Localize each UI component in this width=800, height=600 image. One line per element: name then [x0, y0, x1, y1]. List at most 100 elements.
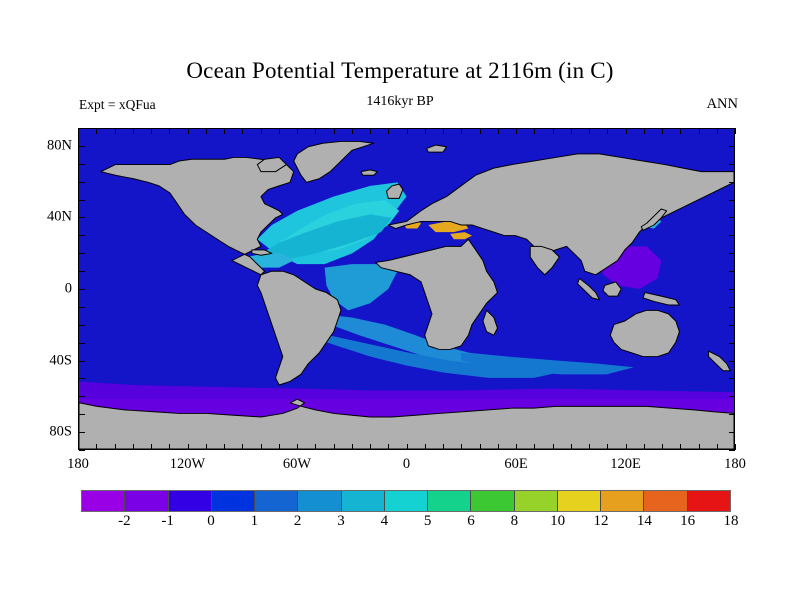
y-tick-right: [729, 146, 735, 147]
landmass-greenland: [293, 140, 375, 183]
landmass-africa: [375, 238, 498, 350]
tropical-atlantic-mid: [324, 264, 398, 311]
colorbar-tick-label: 18: [723, 513, 739, 529]
colorbar-cell: [341, 491, 385, 511]
y-tick-left: [79, 128, 85, 129]
y-tick-right: [729, 450, 735, 451]
x-tick-bottom: [133, 444, 134, 450]
colorbar-cell: [384, 491, 429, 511]
y-tick-left: [79, 217, 85, 218]
colorbar-cell: [255, 491, 299, 511]
y-tick-right: [729, 432, 735, 433]
colorbar-tick-label: 1: [250, 513, 259, 529]
x-tick-top: [626, 128, 627, 134]
x-tick-label: 120E: [610, 456, 641, 472]
colorbar-cell: [471, 491, 515, 511]
y-tick-left: [79, 414, 85, 415]
x-tick-bottom: [370, 444, 371, 450]
x-tick-bottom: [480, 444, 481, 450]
colorbar-tick-label: 12: [593, 513, 609, 529]
y-tick-label: 80S: [49, 423, 72, 440]
colorbar-cell: [601, 491, 645, 511]
x-tick-top: [261, 128, 262, 134]
indian-south-warm: [461, 353, 634, 375]
landmass-borneo: [602, 281, 622, 297]
landmass-madagascar: [482, 309, 498, 336]
x-tick-top: [224, 128, 225, 134]
gulf-stream-cyan: [260, 214, 392, 261]
x-tick-bottom: [699, 444, 700, 450]
colorbar-tick-label: 3: [337, 513, 345, 529]
x-tick-top: [662, 128, 663, 134]
x-tick-top: [498, 128, 499, 134]
landmass-new-zealand: [708, 350, 731, 372]
x-tick-top: [297, 128, 298, 134]
x-tick-bottom: [388, 444, 389, 450]
x-tick-label: 120W: [169, 456, 206, 472]
y-tick-left: [79, 164, 85, 165]
x-tick-top: [96, 128, 97, 134]
landmass-north-america: [100, 156, 295, 276]
y-tick-left: [79, 325, 85, 326]
x-tick-bottom: [407, 444, 408, 450]
y-tick-right: [729, 307, 735, 308]
y-tick-left: [79, 432, 85, 433]
x-tick-bottom: [115, 444, 116, 450]
colorbar[interactable]: [81, 490, 731, 512]
mediterranean-warm-3: [450, 232, 472, 240]
colorbar-tick-label: 10: [550, 513, 566, 529]
colorbar-cell: [82, 491, 126, 511]
figure-subtitle: 1416kyr BP: [366, 94, 434, 109]
x-tick-top: [370, 128, 371, 134]
y-tick-left: [79, 182, 85, 183]
y-tick-right: [729, 325, 735, 326]
y-tick-left: [79, 307, 85, 308]
page-title: Ocean Potential Temperature at 2116m (in…: [186, 58, 614, 83]
x-tick-label: 180: [67, 456, 89, 472]
south-atlantic-tongue-2: [311, 331, 567, 378]
x-tick-bottom: [151, 444, 152, 450]
x-tick-top: [352, 128, 353, 134]
colorbar-tick-label: -1: [161, 513, 174, 529]
x-tick-top: [680, 128, 681, 134]
world-map-svg: [79, 129, 734, 449]
x-tick-label: 0: [402, 456, 411, 472]
landmass-japan: [640, 208, 668, 231]
x-tick-bottom: [315, 444, 316, 450]
x-tick-top: [480, 128, 481, 134]
y-tick-label: 0: [64, 280, 72, 297]
y-tick-right: [729, 378, 735, 379]
landmass-new-guinea: [642, 292, 680, 306]
x-tick-bottom: [78, 444, 79, 450]
y-tick-left: [79, 146, 85, 147]
y-tick-right: [729, 253, 735, 254]
colorbar-cell: [687, 491, 730, 511]
colorbar-tick-label: 16: [680, 513, 696, 529]
land-layer: [79, 140, 734, 449]
x-tick-bottom: [334, 444, 335, 450]
y-tick-left: [79, 378, 85, 379]
colorbar-cell: [514, 491, 558, 511]
x-tick-bottom: [443, 444, 444, 450]
y-tick-right: [729, 414, 735, 415]
x-tick-top: [407, 128, 408, 134]
experiment-label: Expt = xQFua: [79, 97, 156, 112]
y-tick-label: 80N: [47, 137, 72, 154]
caribbean-cyan: [246, 253, 294, 268]
x-tick-top: [699, 128, 700, 134]
colorbar-tick-label: 0: [207, 513, 215, 529]
x-tick-bottom: [242, 444, 243, 450]
landmass-south-america: [256, 270, 342, 386]
x-tick-top: [644, 128, 645, 134]
landmass-svalbard: [426, 144, 448, 153]
x-tick-bottom: [662, 444, 663, 450]
x-tick-bottom: [498, 444, 499, 450]
y-tick-right: [729, 200, 735, 201]
x-tick-bottom: [461, 444, 462, 450]
x-tick-bottom: [352, 444, 353, 450]
landmass-india-peninsula: [529, 245, 560, 276]
colorbar-cell: [211, 491, 256, 511]
y-tick-left: [79, 450, 85, 451]
x-tick-top: [534, 128, 535, 134]
x-tick-top: [735, 128, 736, 134]
